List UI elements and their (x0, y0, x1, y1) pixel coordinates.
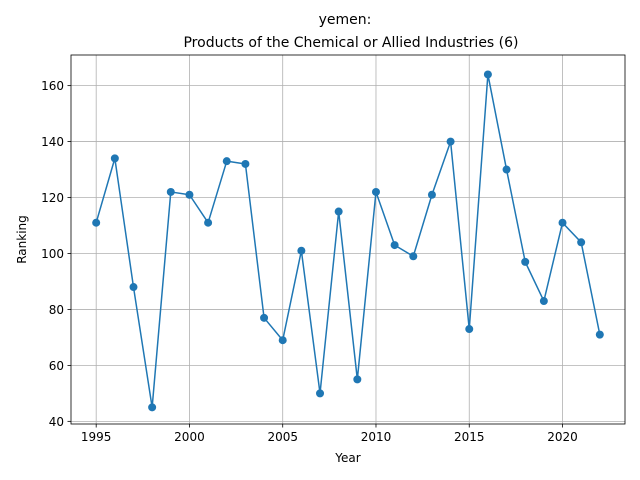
data-point (204, 218, 213, 227)
x-axis-label: Year (334, 451, 360, 465)
data-point (260, 313, 269, 322)
data-point (185, 190, 194, 199)
data-point (409, 252, 418, 261)
data-point (427, 190, 436, 199)
y-tick-label: 160 (41, 79, 64, 93)
x-tick-label: 2010 (361, 430, 392, 444)
data-point (539, 297, 548, 306)
data-point (110, 154, 119, 163)
data-point (521, 257, 530, 266)
data-point (334, 207, 343, 216)
y-axis-label: Ranking (15, 215, 29, 264)
chart-subtitle: Products of the Chemical or Allied Indus… (183, 35, 518, 51)
data-point (222, 157, 231, 166)
data-point (577, 238, 586, 247)
y-tick-label: 60 (49, 359, 64, 373)
y-tick-label: 80 (49, 303, 64, 317)
data-point (595, 330, 604, 339)
y-axis: 40 60 80 100 120 140 160 (41, 79, 71, 429)
y-tick-label: 40 (49, 415, 64, 429)
data-point (148, 403, 157, 412)
data-point (502, 165, 511, 174)
x-tick-label: 2020 (547, 430, 578, 444)
data-point (558, 218, 567, 227)
x-tick-label: 2005 (267, 430, 298, 444)
data-point (297, 246, 306, 255)
x-tick-label: 2000 (174, 430, 205, 444)
data-point (129, 283, 138, 292)
data-point (390, 241, 399, 250)
data-point (316, 389, 325, 398)
y-tick-label: 140 (41, 135, 64, 149)
x-axis: 1995 2000 2005 2010 2015 2020 (81, 424, 578, 444)
chart-title: yemen: (319, 12, 372, 28)
x-tick-label: 2015 (454, 430, 485, 444)
data-point (446, 137, 455, 146)
x-tick-label: 1995 (81, 430, 112, 444)
data-point (92, 218, 101, 227)
data-point (483, 70, 492, 79)
data-point (465, 325, 474, 334)
data-point (371, 187, 380, 196)
series-line (95, 73, 601, 409)
plot-frame (70, 54, 626, 425)
data-point (241, 159, 250, 168)
y-tick-label: 120 (41, 191, 64, 205)
data-point (278, 336, 287, 345)
series-layer (92, 70, 604, 412)
grid-lines (71, 55, 625, 424)
data-point (353, 375, 362, 384)
data-point (166, 187, 175, 196)
y-tick-label: 100 (41, 247, 64, 261)
